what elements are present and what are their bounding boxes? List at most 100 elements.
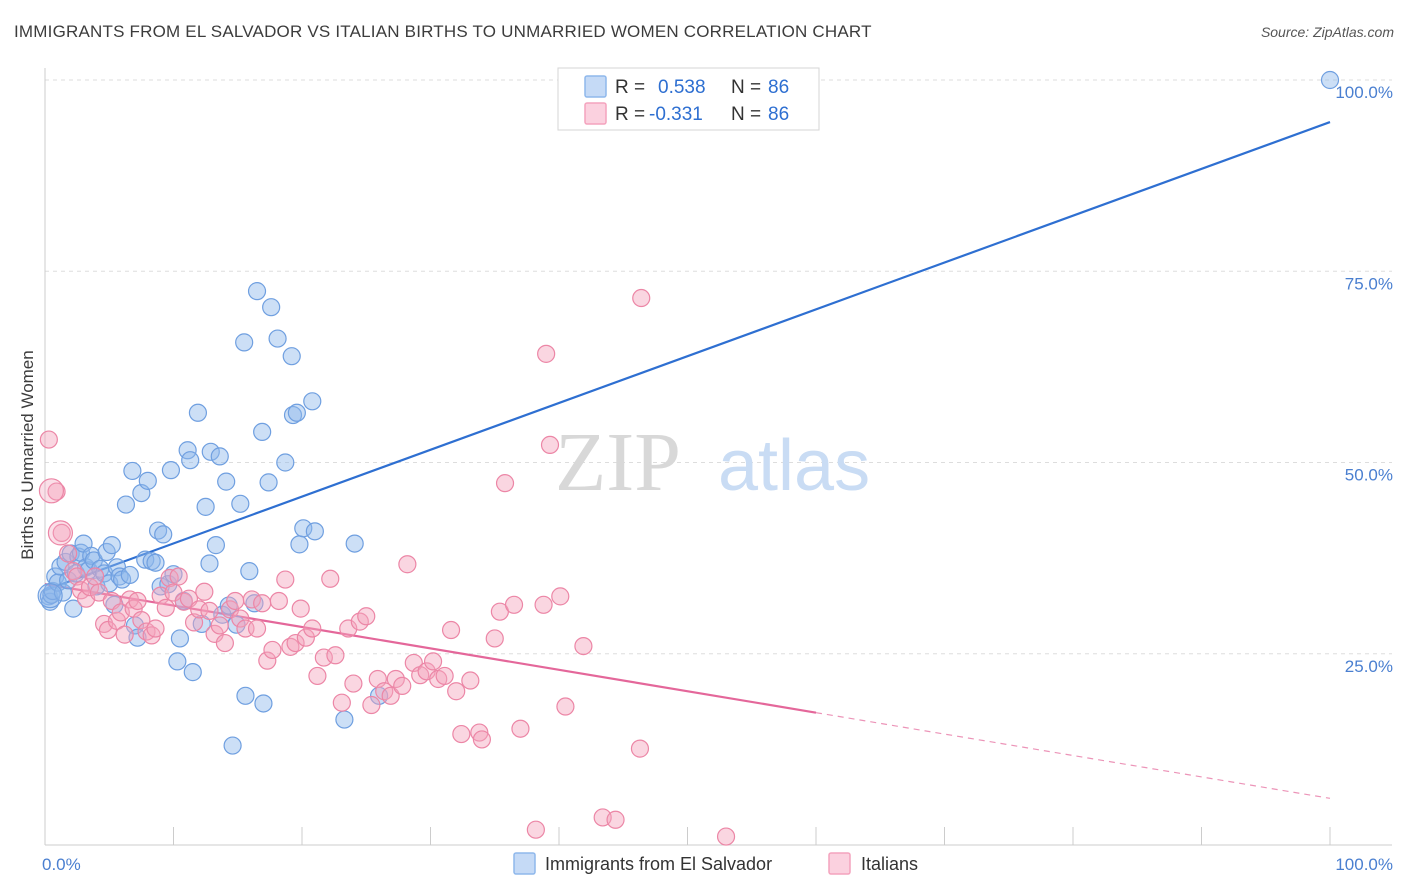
point-italians-42 [242, 590, 261, 609]
series-legend-swatch-pink [828, 852, 851, 875]
series-legend-swatch-blue [513, 852, 536, 875]
point-italians-37 [215, 633, 234, 653]
point-el-salvador-39 [146, 553, 165, 572]
point-el-salvador-67 [240, 562, 259, 581]
trend-line-italians-extension [815, 712, 1331, 799]
point-el-salvador-11 [64, 599, 83, 618]
point-el-salvador-52 [188, 403, 208, 422]
point-italians-28 [169, 567, 188, 586]
point-italians-75 [435, 666, 454, 686]
point-italians-81 [472, 730, 491, 749]
point-italians-63 [362, 695, 381, 715]
chart-source: Source: ZipAtlas.com [1260, 24, 1394, 40]
point-italians-25 [156, 598, 175, 617]
point-el-salvador-9 [59, 571, 78, 590]
point-italians-40 [231, 609, 250, 628]
point-italians-36 [210, 616, 229, 635]
stats-legend: R = 0.538 N = 86 R = -0.331 N = 86 [557, 67, 820, 131]
point-italians-9 [86, 567, 105, 586]
point-el-salvador-82 [305, 522, 324, 541]
point-italians-73 [423, 652, 443, 671]
point-italians-89 [537, 344, 556, 363]
point-italians-44 [253, 594, 272, 613]
trend-line-el-salvador [44, 121, 1331, 592]
point-el-salvador-76 [282, 347, 301, 366]
point-italians-84 [495, 474, 515, 493]
point-italians-98 [716, 827, 736, 846]
point-italians-93 [574, 636, 593, 656]
legend-r-value-2: -0.331 [649, 104, 703, 125]
point-el-salvador-42 [154, 525, 173, 544]
legend-n-value-1: 86 [768, 77, 789, 98]
point-italians-16 [115, 625, 134, 644]
point-el-salvador-44 [161, 461, 181, 480]
point-el-salvador-60 [217, 472, 236, 491]
point-italians-82 [485, 629, 504, 648]
point-el-salvador-81 [303, 392, 322, 411]
point-italians-53 [303, 619, 322, 638]
y-tick-label-2: 75.0% [1345, 274, 1393, 293]
series-legend: Immigrants from El Salvador Italians [513, 852, 918, 875]
watermark-atlas: atlas [718, 426, 870, 506]
point-el-salvador-56 [201, 442, 220, 461]
point-el-salvador-75 [276, 453, 295, 472]
point-el-salvador-79 [290, 535, 309, 554]
point-el-salvador-46 [168, 652, 187, 671]
point-italians-67 [386, 669, 405, 689]
series-legend-label-1: Immigrants from El Salvador [545, 854, 772, 874]
point-italians-3 [59, 544, 78, 563]
series-legend-label-2: Italians [861, 854, 918, 874]
point-cluster-2 [47, 520, 74, 546]
point-italians-79 [461, 671, 480, 690]
point-italians-34 [200, 601, 219, 621]
point-italians-96 [630, 739, 650, 758]
point-el-salvador-31 [120, 565, 139, 585]
point-italians-5 [68, 567, 87, 586]
watermark-zip: ZIP [555, 416, 681, 509]
point-italians-51 [291, 599, 310, 618]
point-italians-85 [504, 595, 524, 614]
y-tick-label-0: 25.0% [1345, 657, 1393, 676]
point-italians-33 [195, 582, 214, 601]
point-el-salvador-71 [254, 694, 273, 713]
point-italians-52 [296, 628, 315, 647]
point-italians-76 [441, 620, 461, 640]
point-el-salvador-72 [259, 473, 278, 492]
legend-r-value-1: 0.538 [658, 77, 706, 98]
legend-r-label-2: R = [615, 104, 645, 125]
point-el-salvador-65 [235, 333, 254, 352]
point-el-salvador-86 [1320, 70, 1340, 90]
y-tick-label-1: 50.0% [1345, 466, 1393, 485]
point-el-salvador-64 [231, 494, 250, 513]
axes [44, 68, 1392, 846]
point-italians-65 [375, 682, 394, 701]
point-italians-1 [47, 482, 66, 501]
point-el-salvador-36 [136, 550, 155, 569]
point-italians-50 [286, 633, 305, 653]
point-el-salvador-74 [268, 329, 287, 348]
point-el-salvador-57 [206, 536, 226, 555]
point-el-salvador-70 [247, 282, 267, 301]
point-italians-39 [226, 591, 245, 611]
point-cluster-0 [37, 583, 63, 609]
point-italians-62 [357, 607, 376, 626]
watermark: ZIP atlas [555, 416, 870, 509]
point-el-salvador-73 [262, 298, 281, 317]
point-el-salvador-69 [253, 422, 272, 441]
gridlines [45, 79, 1392, 655]
point-el-salvador-78 [287, 403, 306, 422]
point-el-salvador-37 [138, 471, 157, 490]
point-italians-97 [632, 288, 651, 308]
x-tick-label-1: 100.0% [1335, 855, 1393, 874]
point-italians-17 [120, 590, 139, 609]
point-el-salvador-1 [41, 592, 60, 611]
series-el-salvador [39, 70, 1340, 755]
point-italians-57 [326, 646, 345, 665]
point-italians-91 [551, 587, 570, 606]
point-italians-26 [160, 568, 179, 588]
point-italians-87 [526, 820, 545, 839]
point-el-salvador-25 [102, 536, 121, 555]
point-italians-66 [381, 686, 400, 705]
legend-r-label-1: R = [615, 77, 645, 98]
